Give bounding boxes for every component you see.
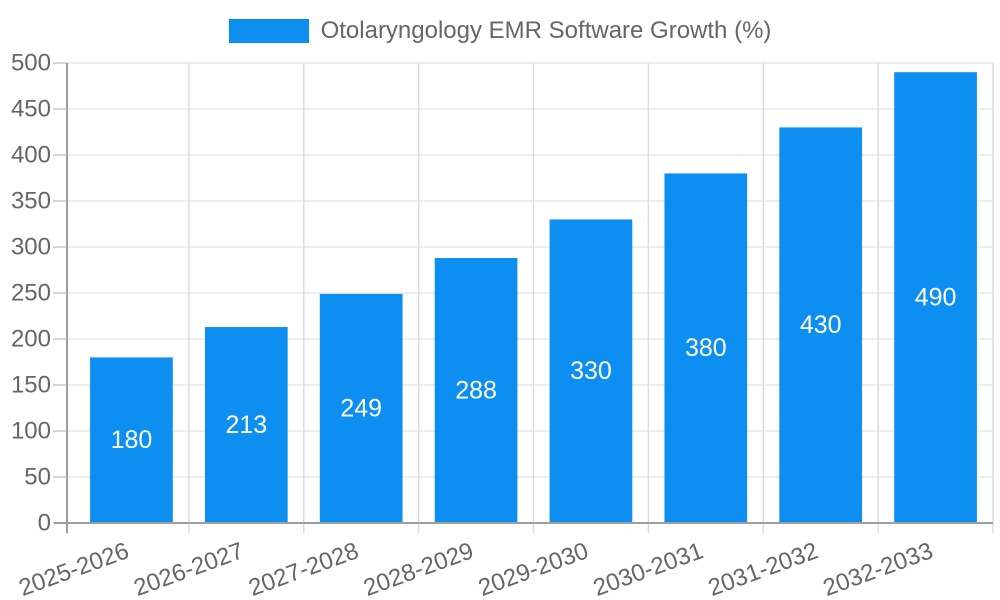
- bar-value-label: 249: [340, 394, 382, 422]
- bar-value-label: 213: [225, 411, 267, 439]
- bar-2028-2029[interactable]: [434, 258, 518, 522]
- y-axis-label: 0: [38, 510, 51, 537]
- bar-value-label: 490: [915, 284, 957, 312]
- bar-2030-2031[interactable]: [664, 173, 748, 522]
- legend-title: Otolaryngology EMR Software Growth (%): [320, 17, 772, 44]
- x-axis-label: 2028-2029: [360, 537, 477, 600]
- x-axis-label: 2027-2028: [245, 537, 362, 600]
- bar-2032-2033[interactable]: [894, 72, 977, 522]
- y-axis-label: 500: [11, 50, 51, 77]
- axes-layer: [54, 63, 993, 534]
- x-axis-label: 2032-2033: [820, 537, 937, 600]
- y-axis-label: 100: [11, 418, 51, 445]
- y-axis-label: 150: [11, 372, 51, 399]
- legend-swatch: [228, 19, 309, 43]
- bar-value-label: 430: [800, 311, 842, 339]
- y-axis-label: 350: [11, 188, 51, 215]
- y-axis-label: 50: [24, 464, 51, 491]
- bar-2029-2030[interactable]: [549, 219, 633, 522]
- bars-layer: [90, 72, 977, 523]
- bar-value-label: 288: [455, 377, 497, 405]
- bar-2025-2026[interactable]: [90, 357, 173, 522]
- y-axis-label: 400: [11, 142, 51, 169]
- y-axis-label: 250: [11, 280, 51, 307]
- bar-value-label: 330: [570, 357, 612, 385]
- bar-2027-2028[interactable]: [319, 293, 403, 522]
- y-axis-label: 450: [11, 96, 51, 123]
- x-axis-label: 2031-2032: [705, 537, 822, 600]
- y-axis-label: 300: [11, 234, 51, 261]
- bar-value-label: 180: [111, 426, 153, 454]
- bar-value-label: 380: [685, 334, 727, 362]
- x-axis-label: 2030-2031: [590, 537, 707, 600]
- bar-2026-2027[interactable]: [204, 327, 288, 522]
- x-axis-label: 2025-2026: [15, 537, 132, 600]
- x-axis-label: 2026-2027: [130, 537, 247, 600]
- chart-legend[interactable]: Otolaryngology EMR Software Growth (%): [0, 17, 1000, 45]
- y-axis-label: 200: [11, 326, 51, 353]
- bar-2031-2032[interactable]: [779, 127, 863, 523]
- x-axis-label: 2029-2030: [475, 537, 592, 600]
